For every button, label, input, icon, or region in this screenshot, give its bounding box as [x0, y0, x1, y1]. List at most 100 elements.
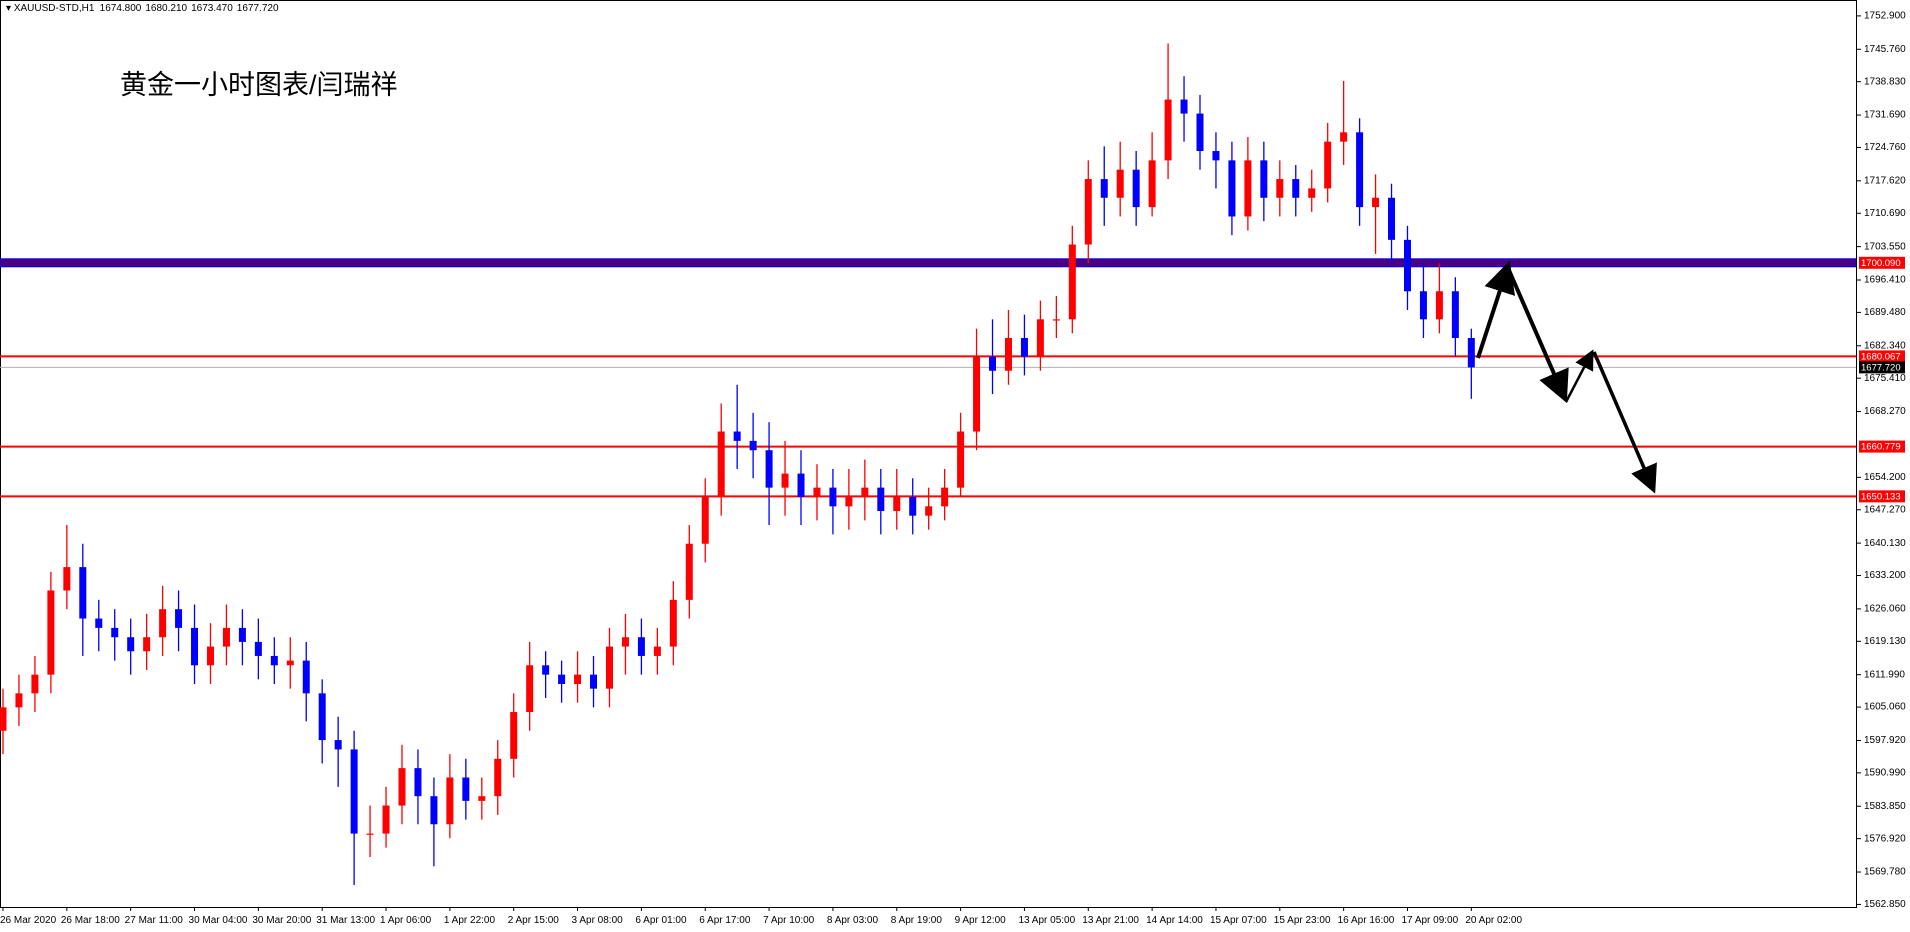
x-tick-label: 15 Apr 23:00	[1274, 915, 1331, 926]
y-tick-label: 1710.690	[1864, 208, 1906, 219]
candle-body	[733, 431, 741, 441]
header-low: 1673.470	[191, 3, 233, 14]
candle-body	[1116, 169, 1124, 198]
candle-body	[206, 646, 214, 666]
candle-body	[0, 707, 7, 731]
y-tick-label: 1583.850	[1864, 801, 1906, 812]
y-tick-label: 1576.920	[1864, 833, 1906, 844]
candle-body	[222, 627, 230, 647]
projection-arrow	[1564, 349, 1594, 403]
level-label-box	[1859, 490, 1905, 503]
candle-body	[765, 450, 773, 488]
candle-body	[302, 660, 310, 694]
y-tick-label: 1654.200	[1864, 472, 1906, 483]
candle-body	[845, 496, 853, 507]
candle-body	[701, 496, 709, 544]
y-tick-label: 1647.270	[1864, 504, 1906, 515]
x-tick-label: 13 Apr 21:00	[1082, 915, 1139, 926]
current-price-box	[1859, 361, 1905, 374]
candle-body	[653, 646, 661, 656]
x-tick-label: 6 Apr 01:00	[635, 915, 687, 926]
y-tick-label: 1724.760	[1864, 142, 1906, 153]
candle-body	[861, 487, 869, 497]
candle-body	[79, 567, 87, 619]
y-tick-label: 1703.550	[1864, 241, 1906, 252]
x-tick-label: 20 Apr 02:00	[1465, 915, 1522, 926]
level-label: 1680.067	[1861, 351, 1901, 362]
candle-body	[605, 646, 613, 689]
chart-title: 黄金一小时图表/闫瑞祥	[120, 70, 398, 100]
candle-body	[510, 712, 518, 759]
candle-body	[15, 693, 23, 708]
candle-body	[1068, 244, 1076, 320]
x-tick-label: 30 Mar 20:00	[252, 915, 311, 926]
candle-body	[669, 599, 677, 647]
x-tick-label: 15 Apr 07:00	[1210, 915, 1267, 926]
y-tick-label: 1696.410	[1864, 275, 1906, 286]
candle-body	[989, 356, 997, 371]
x-tick-label: 27 Mar 11:00	[125, 915, 184, 926]
candle-body	[1084, 179, 1092, 245]
x-tick-label: 1 Apr 22:00	[444, 915, 496, 926]
candle-body	[1196, 113, 1204, 152]
candle-body	[717, 431, 725, 497]
x-tick-label: 17 Apr 09:00	[1401, 915, 1458, 926]
candle-body	[542, 665, 550, 675]
candle-body	[398, 768, 406, 806]
y-tick-label: 1562.850	[1864, 899, 1906, 910]
y-tick-label: 1626.060	[1864, 604, 1906, 615]
candle-body	[159, 609, 167, 638]
header-close: 1677.720	[237, 3, 279, 14]
y-tick-label: 1668.270	[1864, 406, 1906, 417]
y-tick-label: 1752.900	[1864, 11, 1906, 22]
candle-body	[1036, 319, 1044, 357]
x-tick-label: 31 Mar 13:00	[316, 915, 375, 926]
candle-body	[1132, 169, 1140, 208]
candle-body	[1020, 338, 1028, 357]
candle-body	[494, 758, 502, 797]
candle-body	[1212, 151, 1220, 161]
x-tick-label: 26 Mar 18:00	[61, 915, 120, 926]
candle-body	[1100, 179, 1108, 198]
candle-body	[1435, 291, 1443, 320]
header-open: 1674.800	[100, 3, 142, 14]
candle-body	[1451, 291, 1459, 339]
symbol: XAUUSD-STD,H1	[14, 3, 95, 14]
candle-body	[637, 637, 645, 656]
x-tick-label: 2 Apr 15:00	[508, 915, 560, 926]
candle-body	[95, 618, 103, 628]
x-tick-label: 16 Apr 16:00	[1338, 915, 1395, 926]
y-tick-label: 1689.480	[1864, 307, 1906, 318]
candle-body	[191, 627, 199, 666]
candle-body	[957, 431, 965, 488]
candle-body	[1388, 197, 1396, 240]
level-band	[0, 258, 1857, 268]
x-tick-label: 14 Apr 14:00	[1146, 915, 1203, 926]
candle-body	[877, 487, 885, 512]
level-label-box	[1859, 350, 1905, 363]
level-label-box	[1859, 440, 1905, 453]
candle-body	[111, 627, 119, 638]
candle-body	[254, 641, 262, 656]
level-label: 1700.090	[1861, 258, 1901, 269]
projection-arrows	[1476, 260, 1657, 494]
candle-body	[1340, 132, 1348, 142]
candle-body	[1164, 99, 1172, 161]
candle-body	[685, 543, 693, 600]
candle-body	[925, 506, 933, 516]
projection-arrow	[1506, 267, 1569, 404]
candle-body	[127, 637, 135, 652]
candle-body	[829, 487, 837, 507]
level-label: 1650.133	[1861, 491, 1901, 502]
candle-body	[366, 833, 374, 835]
candle-body	[1228, 160, 1236, 217]
candle-body	[1260, 160, 1268, 198]
x-tick-label: 3 Apr 08:00	[572, 915, 624, 926]
y-tick-label: 1590.990	[1864, 768, 1906, 779]
y-tick-label: 1675.410	[1864, 373, 1906, 384]
level-label-box	[1859, 256, 1905, 269]
candle-body	[797, 473, 805, 497]
y-tick-label: 1731.690	[1864, 110, 1906, 121]
